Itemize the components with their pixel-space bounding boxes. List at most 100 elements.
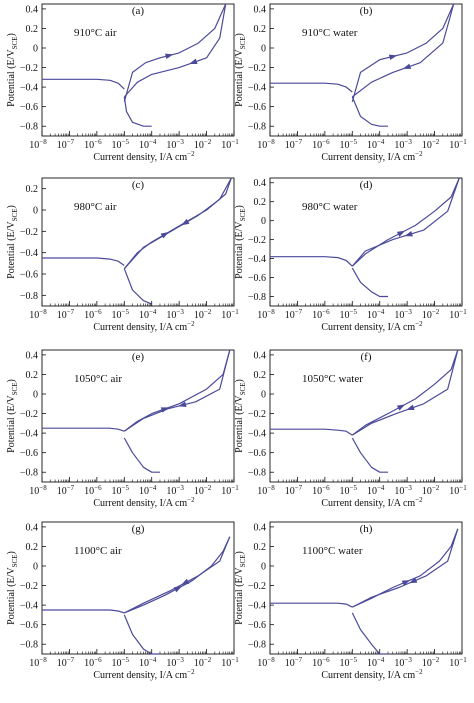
- x-tick-label: 10−1: [449, 484, 467, 497]
- x-tick-label: 10−5: [112, 138, 130, 151]
- polarization-curve-segment: [270, 602, 353, 608]
- y-tick-label: −0.6: [20, 448, 38, 459]
- direction-arrow: [406, 404, 415, 411]
- x-tick-label: 10−6: [84, 138, 102, 151]
- y-tick-label: 0.2: [254, 24, 267, 35]
- y-tick-label: 0: [261, 562, 266, 573]
- y-tick-label: 0.2: [26, 370, 39, 381]
- condition-label: 1050°C air: [74, 373, 122, 385]
- panel-letter: (g): [132, 523, 145, 535]
- y-tick-label: 0: [261, 216, 266, 227]
- y-axis-title: Potential (E/VSCE): [6, 379, 19, 453]
- x-tick-label: 10−6: [84, 656, 102, 669]
- y-axis-title: Potential (E/VSCE): [6, 551, 19, 625]
- x-tick-label: 10−2: [194, 656, 212, 669]
- x-axis-title: Current density, I/A cm−2: [93, 668, 195, 681]
- x-tick-label: 10−8: [257, 484, 275, 497]
- polarization-curve-segment: [351, 96, 388, 127]
- y-tick-label: −0.4: [248, 254, 266, 265]
- y-tick-label: 0: [33, 390, 38, 401]
- y-tick-label: 0: [261, 390, 266, 401]
- plot-frame: [41, 177, 235, 307]
- condition-label: 910°C water: [302, 27, 358, 39]
- condition-label: 910°C air: [74, 27, 117, 39]
- x-tick-label: 10−3: [394, 308, 412, 321]
- y-axis-title: Potential (E/VSCE): [234, 551, 247, 625]
- polarization-curve-segment: [123, 437, 160, 473]
- x-tick-label: 10−7: [57, 308, 75, 321]
- y-tick-label: −0.4: [248, 601, 266, 612]
- x-tick-label: 10−4: [367, 138, 385, 151]
- x-tick-label: 10−4: [139, 484, 157, 497]
- x-tick-label: 10−5: [340, 484, 358, 497]
- x-tick-label: 10−1: [221, 656, 239, 669]
- x-tick-label: 10−4: [367, 656, 385, 669]
- y-tick-label: −0.2: [20, 409, 38, 420]
- y-tick-label: −0.6: [248, 273, 266, 284]
- polarization-curve-segment: [123, 177, 232, 270]
- condition-label: 980°C water: [302, 201, 358, 213]
- polarization-curve-segment: [42, 427, 125, 432]
- x-tick-label: 10−1: [221, 308, 239, 321]
- y-tick-label: −0.2: [20, 227, 38, 238]
- panel-a: 10−8 10−7 10−6 10−5 10−4 10−3 10−2 10−1 Current …: [6, 3, 239, 163]
- panel-letter: (b): [360, 5, 373, 17]
- polarization-curve-segment: [351, 437, 388, 473]
- x-tick-label: 10−1: [449, 656, 467, 669]
- y-tick-label: −0.8: [248, 292, 266, 303]
- x-tick-label: 10−6: [312, 484, 330, 497]
- x-tick-label: 10−1: [221, 484, 239, 497]
- polarization-curve-segment: [123, 96, 152, 127]
- y-tick-label: −0.8: [20, 291, 38, 302]
- y-tick-label: 0.4: [254, 4, 267, 15]
- x-axis-title: Current density, I/A cm−2: [93, 150, 195, 163]
- y-axis-title: Potential (E/VSCE): [234, 379, 247, 453]
- y-tick-label: −0.6: [248, 620, 266, 631]
- polarization-curve-segment: [123, 177, 232, 270]
- direction-arrow: [178, 401, 187, 407]
- y-axis-title: Potential (E/VSCE): [6, 205, 19, 279]
- y-tick-label: −0.6: [248, 102, 266, 113]
- direction-arrow: [396, 404, 406, 411]
- y-axis-title: Potential (E/VSCE): [234, 33, 247, 107]
- direction-arrow: [408, 577, 418, 584]
- plot-frame: [41, 3, 235, 137]
- y-tick-label: −0.2: [20, 63, 38, 74]
- x-tick-label: 10−7: [57, 484, 75, 497]
- y-tick-label: −0.2: [248, 63, 266, 74]
- y-tick-label: 0: [261, 44, 266, 55]
- x-tick-label: 10−4: [139, 138, 157, 151]
- x-tick-label: 10−2: [194, 484, 212, 497]
- condition-label: 980°C air: [74, 201, 117, 213]
- direction-arrow: [404, 231, 413, 237]
- plot-frame: [41, 521, 235, 655]
- y-tick-label: −0.2: [20, 581, 38, 592]
- y-tick-label: −0.4: [20, 429, 38, 440]
- y-tick-label: −0.2: [248, 409, 266, 420]
- polarization-curve-segment: [351, 177, 460, 267]
- y-tick-label: −0.8: [20, 122, 38, 133]
- x-tick-label: 10−6: [312, 308, 330, 321]
- y-tick-label: 0.2: [254, 197, 267, 208]
- x-tick-label: 10−4: [367, 308, 385, 321]
- y-tick-label: −0.8: [20, 468, 38, 479]
- x-tick-label: 10−8: [29, 656, 47, 669]
- x-tick-label: 10−8: [257, 656, 275, 669]
- panel-letter: (f): [361, 351, 372, 363]
- panel-letter: (a): [132, 5, 145, 17]
- x-tick-label: 10−7: [57, 656, 75, 669]
- x-tick-label: 10−5: [112, 656, 130, 669]
- plot-frame: [269, 349, 463, 483]
- condition-label: 1100°C water: [302, 545, 363, 557]
- polarization-curve-segment: [123, 3, 227, 98]
- direction-arrow: [181, 218, 190, 226]
- polarization-curve-segment: [124, 536, 231, 614]
- polarization-curve-segment: [42, 257, 125, 266]
- y-tick-label: −0.4: [20, 601, 38, 612]
- panel-letter: (e): [132, 351, 145, 363]
- x-tick-label: 10−2: [422, 138, 440, 151]
- y-tick-label: 0.4: [254, 178, 267, 189]
- x-tick-label: 10−7: [285, 308, 303, 321]
- y-axis-title: Potential (E/VSCE): [234, 205, 247, 279]
- x-tick-label: 10−7: [57, 138, 75, 151]
